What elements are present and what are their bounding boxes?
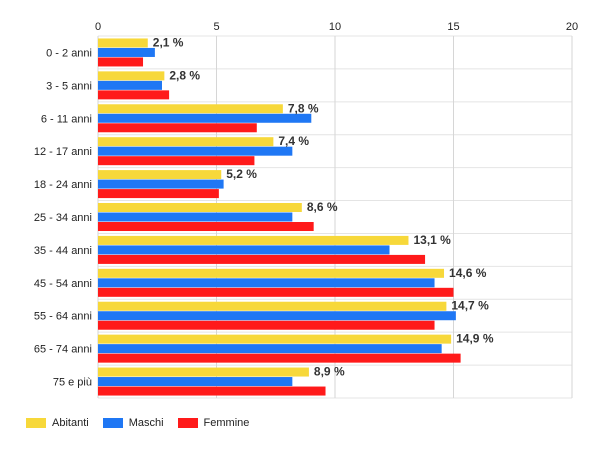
category-labels: 0 - 2 anni 3 - 5 anni 6 - 11 anni 12 - 17 a… — [34, 47, 92, 388]
bar-maschi[interactable] — [98, 278, 435, 288]
bars — [98, 38, 461, 396]
data-label: 14,6 % — [449, 266, 487, 280]
bar-abitanti[interactable] — [98, 203, 302, 212]
bar-abitanti[interactable] — [98, 38, 148, 48]
bar-abitanti[interactable] — [98, 367, 309, 377]
bar-maschi[interactable] — [98, 212, 293, 222]
bar-abitanti[interactable] — [98, 268, 445, 278]
legend-item-femmine[interactable]: Femmine — [177, 417, 250, 429]
bar-femmine[interactable] — [98, 90, 170, 100]
bar-abitanti[interactable] — [98, 235, 409, 245]
x-axis-ticks: 0 5 10 15 20 — [95, 21, 578, 33]
bar-maschi[interactable] — [98, 47, 155, 57]
bar-maschi[interactable] — [98, 113, 312, 123]
bar-femmine[interactable] — [98, 222, 314, 231]
data-label: 5,2 % — [226, 167, 257, 181]
data-label: 7,8 % — [288, 101, 319, 115]
category-label: 12 - 17 anni — [34, 146, 92, 158]
legend-item-maschi[interactable]: Maschi — [102, 417, 164, 429]
x-tick-label: 0 — [95, 21, 101, 33]
category-label: 0 - 2 anni — [46, 47, 92, 59]
bar-abitanti[interactable] — [98, 170, 222, 180]
data-label: 8,6 % — [307, 200, 338, 214]
category-label: 55 - 64 anni — [34, 311, 92, 323]
bar-maschi[interactable] — [98, 146, 293, 156]
legend-label-abitanti: Abitanti — [52, 417, 89, 429]
x-tick-label: 10 — [329, 21, 341, 33]
legend-swatch-femmine — [177, 418, 198, 428]
data-label: 2,8 % — [169, 68, 200, 82]
category-label: 45 - 54 anni — [34, 278, 92, 290]
bar-femmine[interactable] — [98, 123, 257, 133]
bar-maschi[interactable] — [98, 245, 390, 255]
bar-femmine[interactable] — [98, 353, 461, 363]
bar-abitanti[interactable] — [98, 104, 283, 114]
bar-femmine[interactable] — [98, 189, 219, 199]
category-label: 25 - 34 anni — [34, 212, 92, 224]
legend: Abitanti Maschi Femmine — [26, 417, 263, 429]
category-label: 75 e più — [53, 377, 92, 389]
bar-femmine[interactable] — [98, 287, 454, 297]
category-label: 65 - 74 anni — [34, 344, 92, 356]
bar-abitanti[interactable] — [98, 301, 447, 311]
bar-maschi[interactable] — [98, 377, 293, 387]
bar-maschi[interactable] — [98, 179, 224, 189]
legend-swatch-maschi — [102, 418, 123, 428]
category-label: 18 - 24 anni — [34, 179, 92, 191]
legend-label-femmine: Femmine — [203, 417, 250, 429]
legend-item-abitanti[interactable]: Abitanti — [26, 417, 89, 429]
bar-abitanti[interactable] — [98, 71, 165, 81]
legend-label-maschi: Maschi — [128, 417, 164, 429]
category-label: 3 - 5 anni — [46, 80, 92, 92]
x-tick-label: 15 — [447, 21, 459, 33]
data-label: 14,7 % — [451, 299, 489, 313]
bar-abitanti[interactable] — [98, 137, 274, 147]
data-label: 7,4 % — [278, 134, 309, 148]
legend-swatch-abitanti — [26, 418, 46, 428]
data-label: 13,1 % — [413, 233, 451, 247]
data-labels: 2,1 % 2,8 % 7,8 % 7,4 % 5,2 % 8,6 % 13,1 % 14,6… — [153, 35, 494, 378]
bar-femmine[interactable] — [98, 386, 326, 396]
data-label: 14,9 % — [456, 332, 494, 346]
category-label: 35 - 44 anni — [34, 245, 92, 257]
bar-femmine[interactable] — [98, 57, 144, 67]
bar-abitanti[interactable] — [98, 334, 452, 344]
x-tick-label: 5 — [213, 21, 219, 33]
bar-femmine[interactable] — [98, 156, 255, 166]
bar-femmine[interactable] — [98, 320, 435, 330]
bar-maschi[interactable] — [98, 311, 456, 321]
bar-maschi[interactable] — [98, 344, 442, 354]
bar-femmine[interactable] — [98, 254, 426, 264]
data-label: 8,9 % — [314, 365, 345, 379]
x-tick-label: 20 — [566, 21, 578, 33]
data-label: 2,1 % — [153, 35, 184, 49]
bar-maschi[interactable] — [98, 80, 162, 90]
category-label: 6 - 11 anni — [41, 113, 92, 125]
